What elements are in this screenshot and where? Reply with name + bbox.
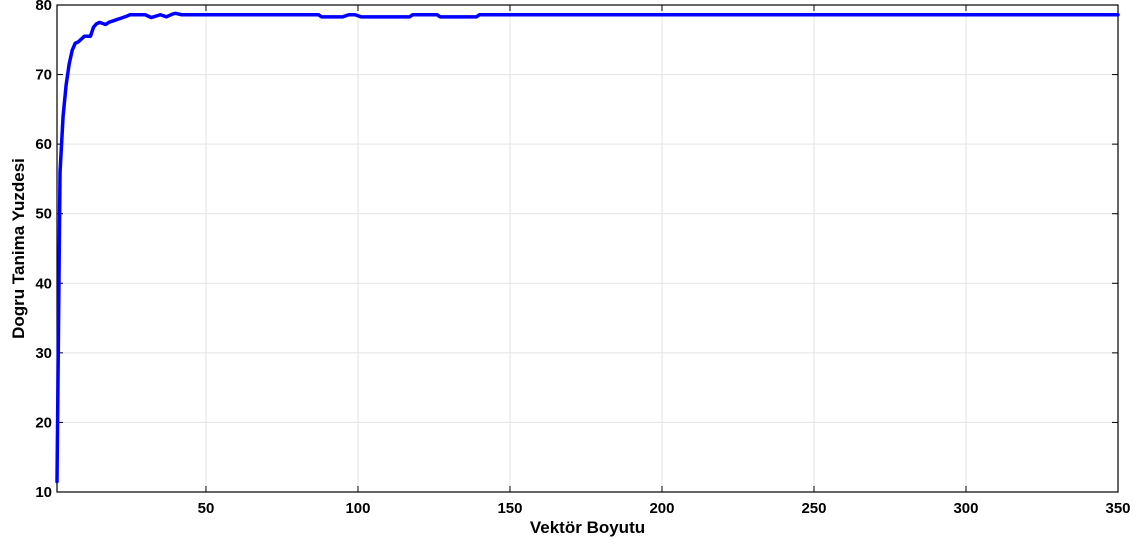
x-tick-label: 50 (198, 500, 215, 517)
y-tick-label: 80 (35, 0, 52, 14)
axis-ticks: 50 100 150 200 250 300 350 10 20 30 40 50 60 70 80 (35, 0, 1130, 517)
grid (57, 5, 1118, 492)
series-line-0 (55, 11, 1120, 484)
y-tick-label: 50 (35, 206, 52, 223)
x-tick-label: 150 (497, 500, 522, 517)
y-tick-label: 10 (35, 484, 52, 501)
y-tick-label: 70 (35, 67, 52, 84)
x-tick-label: 300 (953, 500, 978, 517)
x-tick-label: 350 (1105, 500, 1130, 517)
x-tick-label: 200 (649, 500, 674, 517)
y-tick-label: 20 (35, 414, 52, 431)
plot-frame (56, 4, 1119, 493)
x-tick-label: 100 (345, 500, 370, 517)
y-tick-label: 40 (35, 275, 52, 292)
y-tick-label: 30 (35, 345, 52, 362)
x-tick-label: 250 (801, 500, 826, 517)
y-tick-label: 60 (35, 136, 52, 153)
x-axis-label: Vektör Boyutu (530, 518, 645, 537)
series (55, 11, 1120, 484)
y-axis-label: Dogru Tanima Yuzdesi (9, 158, 28, 339)
